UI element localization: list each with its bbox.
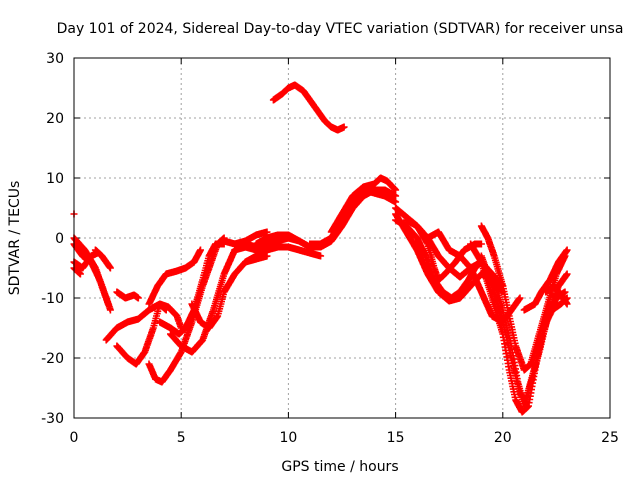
series-track-29: [520, 246, 571, 314]
series-track-4: [91, 246, 114, 272]
data-series: [70, 81, 571, 416]
series-marks: [520, 246, 571, 314]
series-track-18: [327, 174, 400, 236]
series-track-19: [269, 81, 348, 134]
y-tick-label: 0: [55, 231, 64, 247]
series-marks: [145, 246, 204, 308]
y-tick-label: 20: [46, 111, 64, 127]
series-track-5: [113, 288, 142, 302]
y-tick-label: 30: [46, 51, 64, 67]
series-marks: [542, 282, 571, 308]
series-marks: [220, 228, 271, 248]
plot-frame: [73, 57, 611, 419]
x-tick-label: 25: [601, 430, 619, 446]
series-marks: [327, 174, 400, 236]
series-marks: [113, 288, 142, 302]
y-tick-label: -10: [41, 291, 64, 307]
series-track-7: [113, 300, 185, 368]
series-marks: [269, 81, 348, 134]
y-tick-label: -30: [41, 411, 64, 427]
series-marks: [113, 300, 185, 368]
series-track-30: [542, 282, 571, 308]
series-marks: [477, 222, 569, 374]
x-tick-label: 0: [70, 430, 79, 446]
series-marks: [488, 270, 569, 410]
y-tick-label: -20: [41, 351, 64, 367]
series-marks: [242, 243, 325, 266]
series-track-13: [220, 228, 271, 248]
x-tick-label: 5: [177, 430, 186, 446]
series-marks: [91, 246, 114, 272]
x-tick-label: 20: [494, 430, 512, 446]
x-tick-label: 15: [387, 430, 405, 446]
y-tick-label: 10: [46, 171, 64, 187]
x-axis-label: GPS time / hours: [281, 459, 398, 475]
series-track-15: [242, 243, 325, 266]
series-track-28: [477, 222, 569, 374]
y-axis-label: SDTVAR / TECUs: [7, 181, 23, 296]
chart-title: Day 101 of 2024, Sidereal Day-to-day VTE…: [57, 21, 624, 37]
series-track-27: [488, 270, 569, 410]
x-tick-label: 10: [279, 430, 297, 446]
series-track-12: [145, 246, 204, 308]
